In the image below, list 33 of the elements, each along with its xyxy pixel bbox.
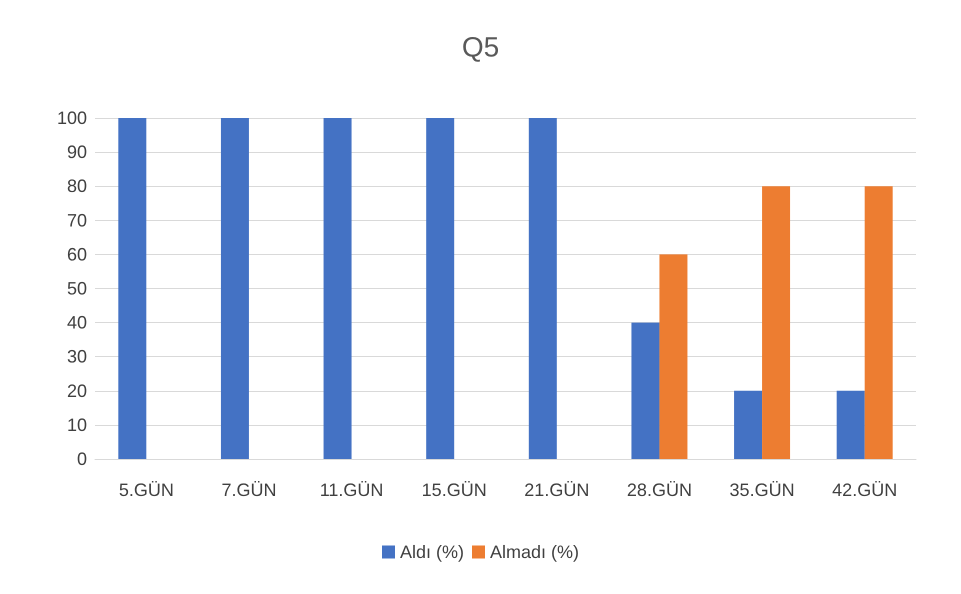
bar (864, 186, 893, 459)
bar (762, 186, 790, 459)
x-tick-label: 35.GÜN (730, 480, 795, 500)
bar (118, 118, 146, 459)
y-tick-label: 60 (66, 244, 87, 264)
y-tick-label: 50 (66, 278, 87, 298)
bar (528, 118, 557, 459)
x-tick-label: 5.GÜN (118, 480, 174, 500)
legend-label: Almadı (%) (490, 542, 580, 562)
bar (836, 390, 865, 459)
legend-label: Aldı (%) (400, 542, 464, 562)
bar (426, 118, 454, 459)
x-tick-label: 21.GÜN (524, 480, 590, 500)
y-tick-label: 10 (66, 414, 87, 435)
y-tick-label: 0 (76, 449, 87, 469)
x-tick-label: 7.GÜN (221, 480, 276, 500)
bar (324, 118, 352, 459)
x-tick-label: 11.GÜN (320, 480, 384, 500)
x-tick-label: 42.GÜN (832, 480, 898, 500)
y-tick-label: 30 (66, 346, 87, 367)
bar (734, 390, 762, 459)
y-tick-label: 100 (56, 108, 87, 128)
x-tick-label: 15.GÜN (422, 480, 487, 500)
chart-title: Q5 (462, 32, 500, 62)
y-tick-label: 20 (66, 380, 87, 401)
bar (631, 322, 660, 459)
x-tick-label: 28.GÜN (626, 480, 692, 500)
bar (220, 118, 249, 459)
y-tick-label: 40 (66, 312, 87, 333)
bar (659, 254, 688, 459)
y-tick-label: 70 (66, 210, 87, 230)
y-tick-label: 90 (66, 142, 87, 162)
y-tick-label: 80 (66, 176, 87, 196)
